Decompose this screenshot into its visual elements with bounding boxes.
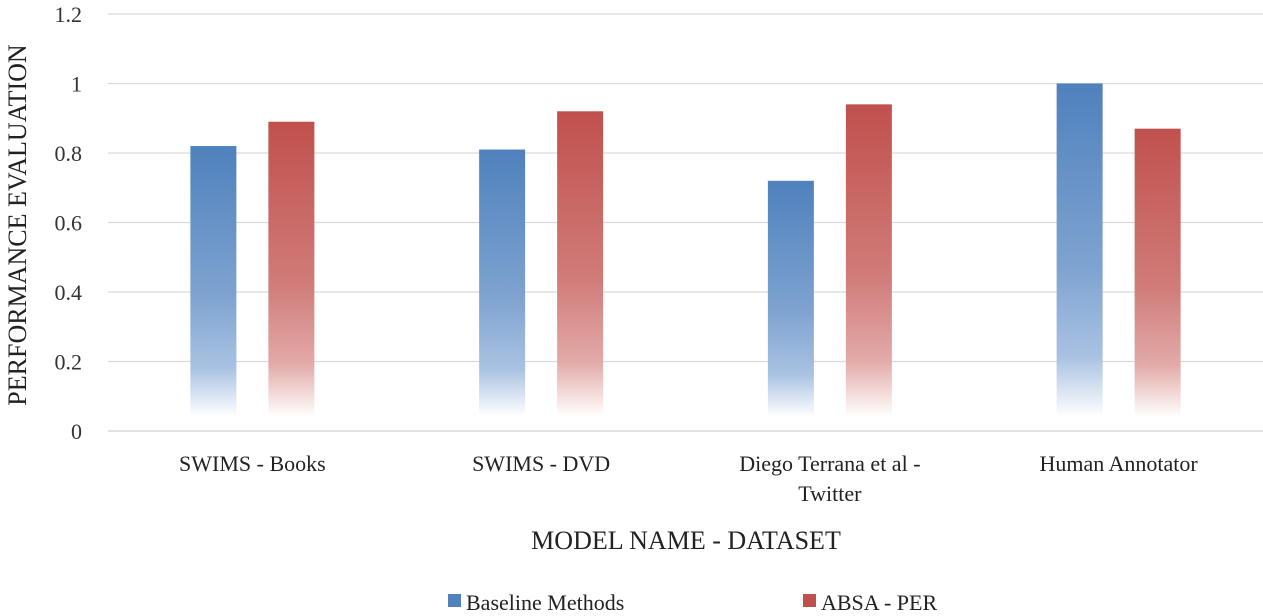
y-axis-ticks: 0 0.2 0.4 0.6 0.8 1 1.2	[55, 2, 83, 444]
x-category-label: Human Annotator	[1039, 451, 1198, 476]
y-tick-label: 1	[71, 72, 82, 97]
bar-baseline-1	[479, 149, 526, 417]
legend-swatch-absa-per	[803, 594, 816, 607]
bar-baseline-3	[1056, 83, 1103, 417]
y-tick-label: 0.2	[55, 350, 83, 375]
y-tick-label: 1.2	[55, 2, 83, 27]
x-axis-title: MODEL NAME - DATASET	[531, 526, 841, 555]
bar-baseline-0	[190, 146, 237, 418]
y-axis-title: PERFORMANCE EVALUATION	[3, 44, 32, 406]
x-category-label: Diego Terrana et al -	[739, 451, 920, 476]
bar-baseline-2	[767, 180, 814, 417]
bar-absa-per-0	[268, 121, 315, 417]
legend-label: Baseline Methods	[466, 590, 624, 615]
bar-absa-per-2	[845, 104, 892, 417]
y-tick-label: 0.6	[55, 211, 83, 236]
bar-absa-per-3	[1134, 128, 1181, 418]
y-tick-label: 0.4	[55, 280, 83, 305]
y-tick-label: 0	[71, 419, 82, 444]
x-axis-categories: SWIMS - Books SWIMS - DVD Diego Terrana et…	[179, 451, 1198, 506]
legend-label: ABSA - PER	[821, 590, 937, 615]
x-category-label: SWIMS - Books	[179, 451, 326, 476]
bar-absa-per-1	[557, 111, 604, 418]
legend: Baseline Methods ABSA - PER	[448, 590, 937, 615]
x-category-label: Twitter	[798, 481, 862, 506]
y-tick-label: 0.8	[55, 141, 83, 166]
bars	[190, 83, 1181, 418]
x-category-label: SWIMS - DVD	[472, 451, 610, 476]
legend-swatch-baseline	[448, 594, 461, 607]
